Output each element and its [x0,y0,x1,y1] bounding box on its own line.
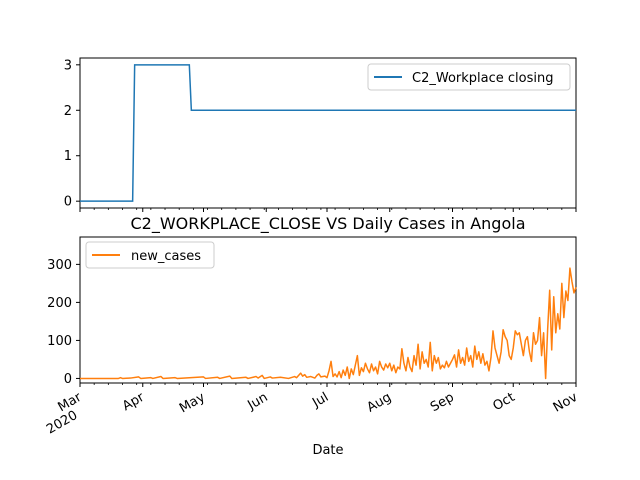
series-line-workplace-closing [80,64,576,202]
bottom-y-tick-label: 200 [47,296,72,311]
bottom-y-tick-label: 100 [47,334,72,349]
top-y-tick-label: 2 [64,104,72,119]
x-tick-label: Sep [428,390,457,415]
top-legend-label: C2_Workplace closing [412,71,553,86]
bottom-legend: new_cases [85,241,215,269]
bottom-legend-box [85,241,215,269]
top-y-axis: 0 1 2 3 [64,58,80,210]
top-subplot: 0 1 2 3 C2_Workplace closing [64,57,577,212]
x-tick-label: Oct [491,390,518,414]
x-tick-label: May [177,390,208,417]
top-y-tick-label: 1 [64,149,72,164]
x-tick-label: Aug [365,390,394,416]
chart-title: C2_WORKPLACE_CLOSE VS Daily Cases in Ang… [131,214,526,234]
top-y-tick-label: 0 [64,195,72,210]
bottom-legend-label: new_cases [131,249,201,264]
bottom-y-tick-label: 300 [47,258,72,273]
top-y-tick-label: 3 [64,58,72,73]
x-tick-label: Jun [245,390,271,414]
bottom-y-tick-label: 0 [64,372,72,387]
bottom-subplot: C2_WORKPLACE_CLOSE VS Daily Cases in Ang… [44,214,580,458]
top-x-axis [79,208,577,212]
x-tick-label: Nov [551,390,581,416]
bottom-y-axis: 0 100 200 300 [47,258,80,387]
top-legend-box [367,63,571,91]
x-tick-label: Apr [120,390,148,415]
series-line-new-cases [80,267,577,380]
x-axis-title: Date [312,443,343,458]
top-legend: C2_Workplace closing [367,63,571,91]
x-tick-label: Jul [309,390,331,411]
